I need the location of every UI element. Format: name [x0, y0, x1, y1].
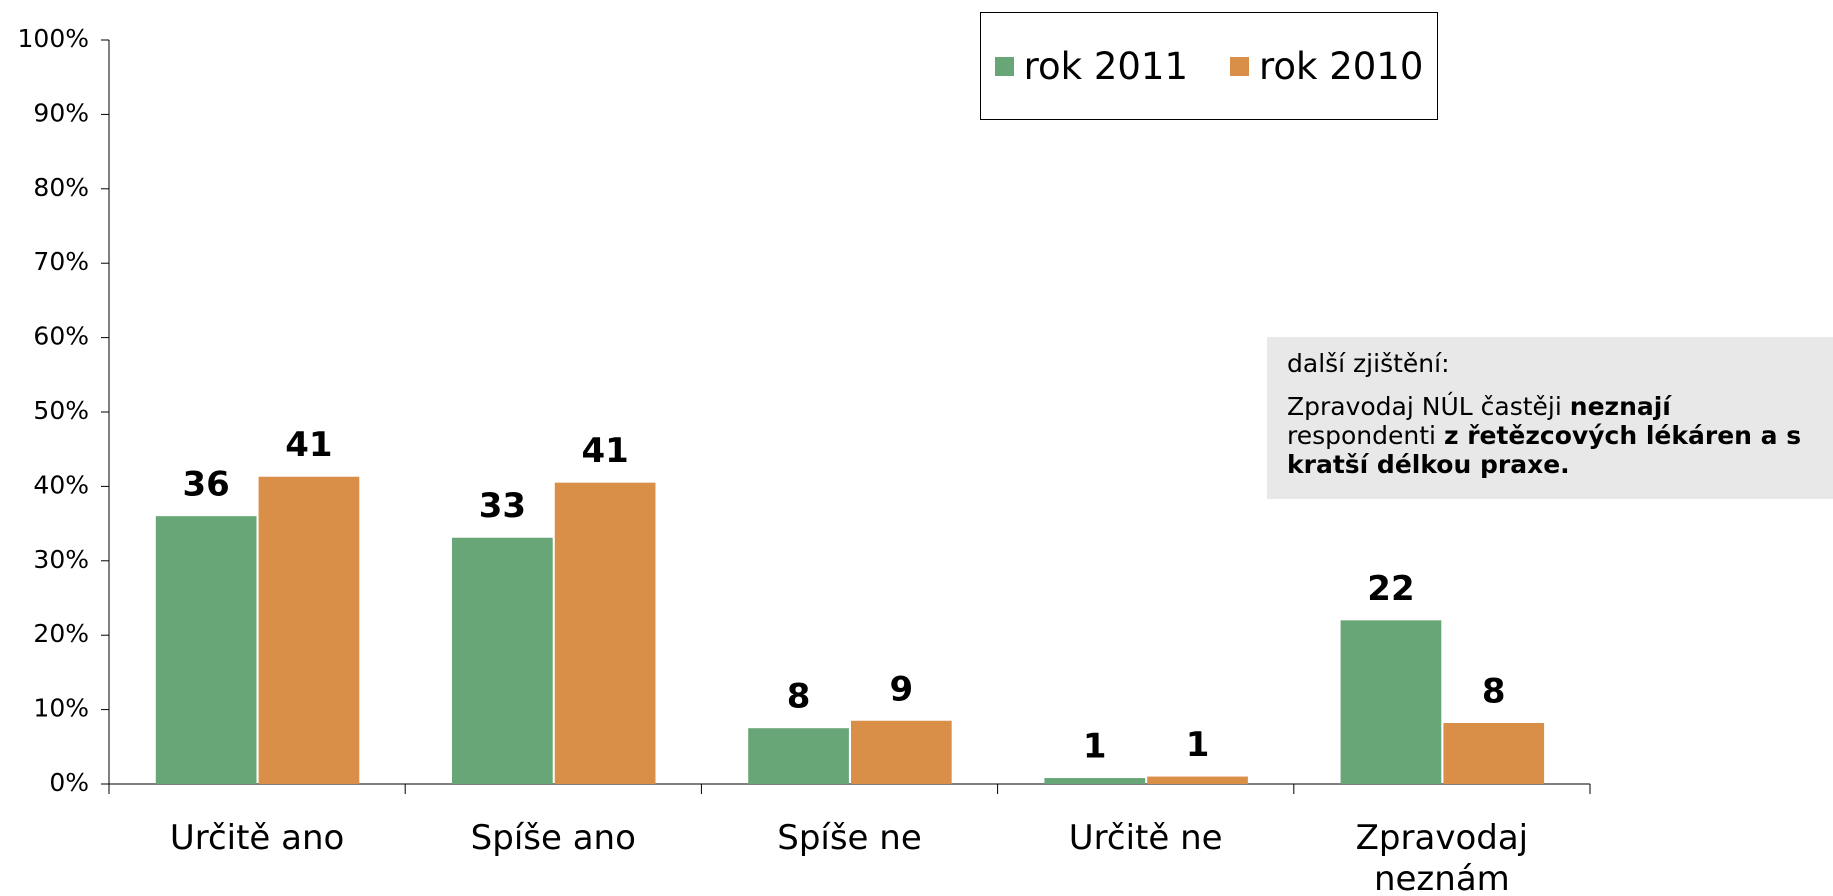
data-label: 36	[182, 465, 229, 505]
annotation-run: Zpravodaj NÚL častěji	[1287, 392, 1570, 421]
annotation-text: Zpravodaj NÚL častěji neznají respondent…	[1287, 392, 1813, 479]
data-label: 22	[1367, 569, 1414, 609]
bar	[258, 476, 360, 784]
y-tick-label: 70%	[33, 247, 89, 276]
y-tick-label: 30%	[33, 545, 89, 574]
bar	[451, 537, 553, 784]
bar	[1340, 620, 1442, 784]
data-label: 1	[1083, 727, 1107, 767]
data-label: 41	[285, 425, 332, 465]
bar	[554, 482, 656, 784]
legend-label: rok 2010	[1259, 44, 1424, 88]
data-label: 9	[889, 669, 913, 709]
x-tick-label: Spíše ne	[777, 818, 922, 858]
bar	[748, 728, 849, 784]
y-tick-label: 100%	[18, 24, 89, 53]
legend-swatch	[1230, 56, 1249, 76]
legend-item: rok 2011	[994, 44, 1188, 88]
y-tick-label: 60%	[33, 322, 89, 351]
bar	[850, 720, 952, 784]
x-tick-label: Spíše ano	[470, 818, 636, 858]
legend: rok 2011 rok 2010	[980, 12, 1438, 120]
y-tick-label: 20%	[33, 619, 89, 648]
annotation-run: respondenti	[1287, 421, 1444, 450]
bar	[1044, 778, 1146, 784]
data-label: 8	[787, 677, 811, 717]
legend-swatch	[994, 56, 1014, 76]
annotation-run: neznají	[1569, 392, 1671, 421]
y-tick-label: 40%	[33, 470, 89, 499]
annotation-run: z řetězcových lékáren a s kratší délkou …	[1287, 421, 1802, 479]
data-label: 8	[1482, 671, 1506, 711]
annotation: další zjištění: Zpravodaj NÚL častěji ne…	[1267, 337, 1833, 499]
data-label: 41	[581, 431, 628, 471]
y-tick-label: 0%	[49, 768, 89, 797]
bar	[1147, 776, 1248, 784]
y-tick-label: 80%	[33, 173, 89, 202]
annotation-title: další zjištění:	[1287, 349, 1450, 378]
x-tick-label: Určitě ano	[169, 818, 345, 858]
data-label: 1	[1186, 725, 1210, 765]
y-tick-label: 10%	[33, 694, 89, 723]
y-tick-label: 50%	[33, 396, 89, 425]
x-tick-label: Zpravodaj neznám	[1355, 818, 1529, 896]
legend-item: rok 2010	[1230, 45, 1423, 88]
legend-label: rok 2011	[1023, 44, 1188, 88]
bar	[155, 516, 257, 784]
y-tick-label: 90%	[33, 98, 89, 127]
data-label: 33	[479, 486, 526, 526]
bar	[1443, 722, 1545, 784]
x-tick-label: Určitě ne	[1068, 818, 1223, 858]
